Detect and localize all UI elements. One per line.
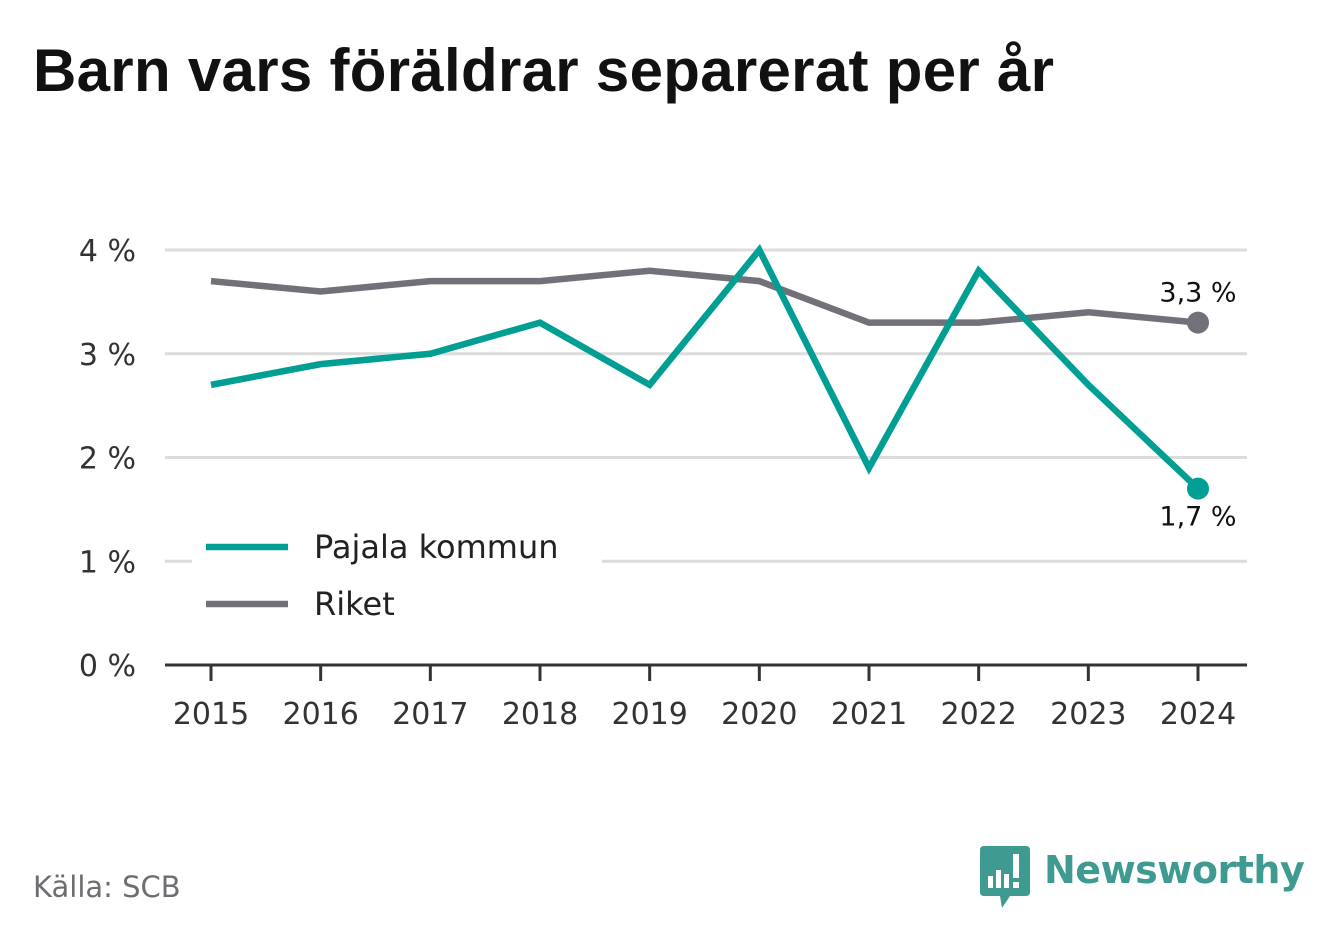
x-axis: 2015 2016 2017 2018 2019 2020 2021 2022 2023 2024	[165, 663, 1247, 732]
end-labels: 1,7 % 3,3 %	[1159, 278, 1236, 533]
series-end-label: 3,3 %	[1159, 278, 1236, 309]
legend-label: Riket	[314, 585, 395, 623]
series-end-marker	[1187, 311, 1209, 334]
source-note: Källa: SCB	[33, 870, 181, 904]
x-tick-label: 2023	[1050, 697, 1126, 732]
y-tick-label: 3 %	[79, 338, 136, 373]
x-tick-label: 2018	[502, 697, 578, 732]
x-tick-label: 2015	[173, 697, 249, 732]
x-tick-label: 2021	[831, 697, 907, 732]
y-tick-label: 0 %	[79, 649, 136, 684]
brand-logo-group: Newsworthy	[980, 846, 1305, 910]
brand-name: Newsworthy	[1044, 848, 1305, 892]
y-tick-label: 1 %	[79, 545, 136, 580]
x-tick-label: 2019	[611, 697, 687, 732]
x-tick-label: 2016	[282, 697, 358, 732]
x-tick-label: 2020	[721, 697, 797, 732]
y-axis-tick-labels: 0 % 1 % 2 % 3 % 4 %	[79, 234, 136, 684]
series-line	[210, 244, 1201, 491]
legend-label: Pajala kommun	[314, 528, 559, 566]
x-tick-label: 2024	[1160, 697, 1236, 732]
x-tick-label: 2022	[940, 697, 1016, 732]
x-tick-label: 2017	[392, 697, 468, 732]
y-tick-label: 2 %	[79, 442, 136, 477]
newsworthy-bar-chart-speech-bubble-icon	[980, 846, 1030, 908]
y-tick-label: 4 %	[79, 234, 136, 269]
chart-title: Barn vars föräldrar separerat per år	[33, 37, 1055, 104]
series-end-label: 1,7 %	[1159, 502, 1236, 533]
series-end-marker	[1187, 477, 1209, 500]
series-lines	[210, 244, 1201, 491]
legend: Pajala kommun Riket	[192, 525, 602, 623]
series-line	[210, 267, 1199, 326]
gridlines	[165, 248, 1247, 563]
